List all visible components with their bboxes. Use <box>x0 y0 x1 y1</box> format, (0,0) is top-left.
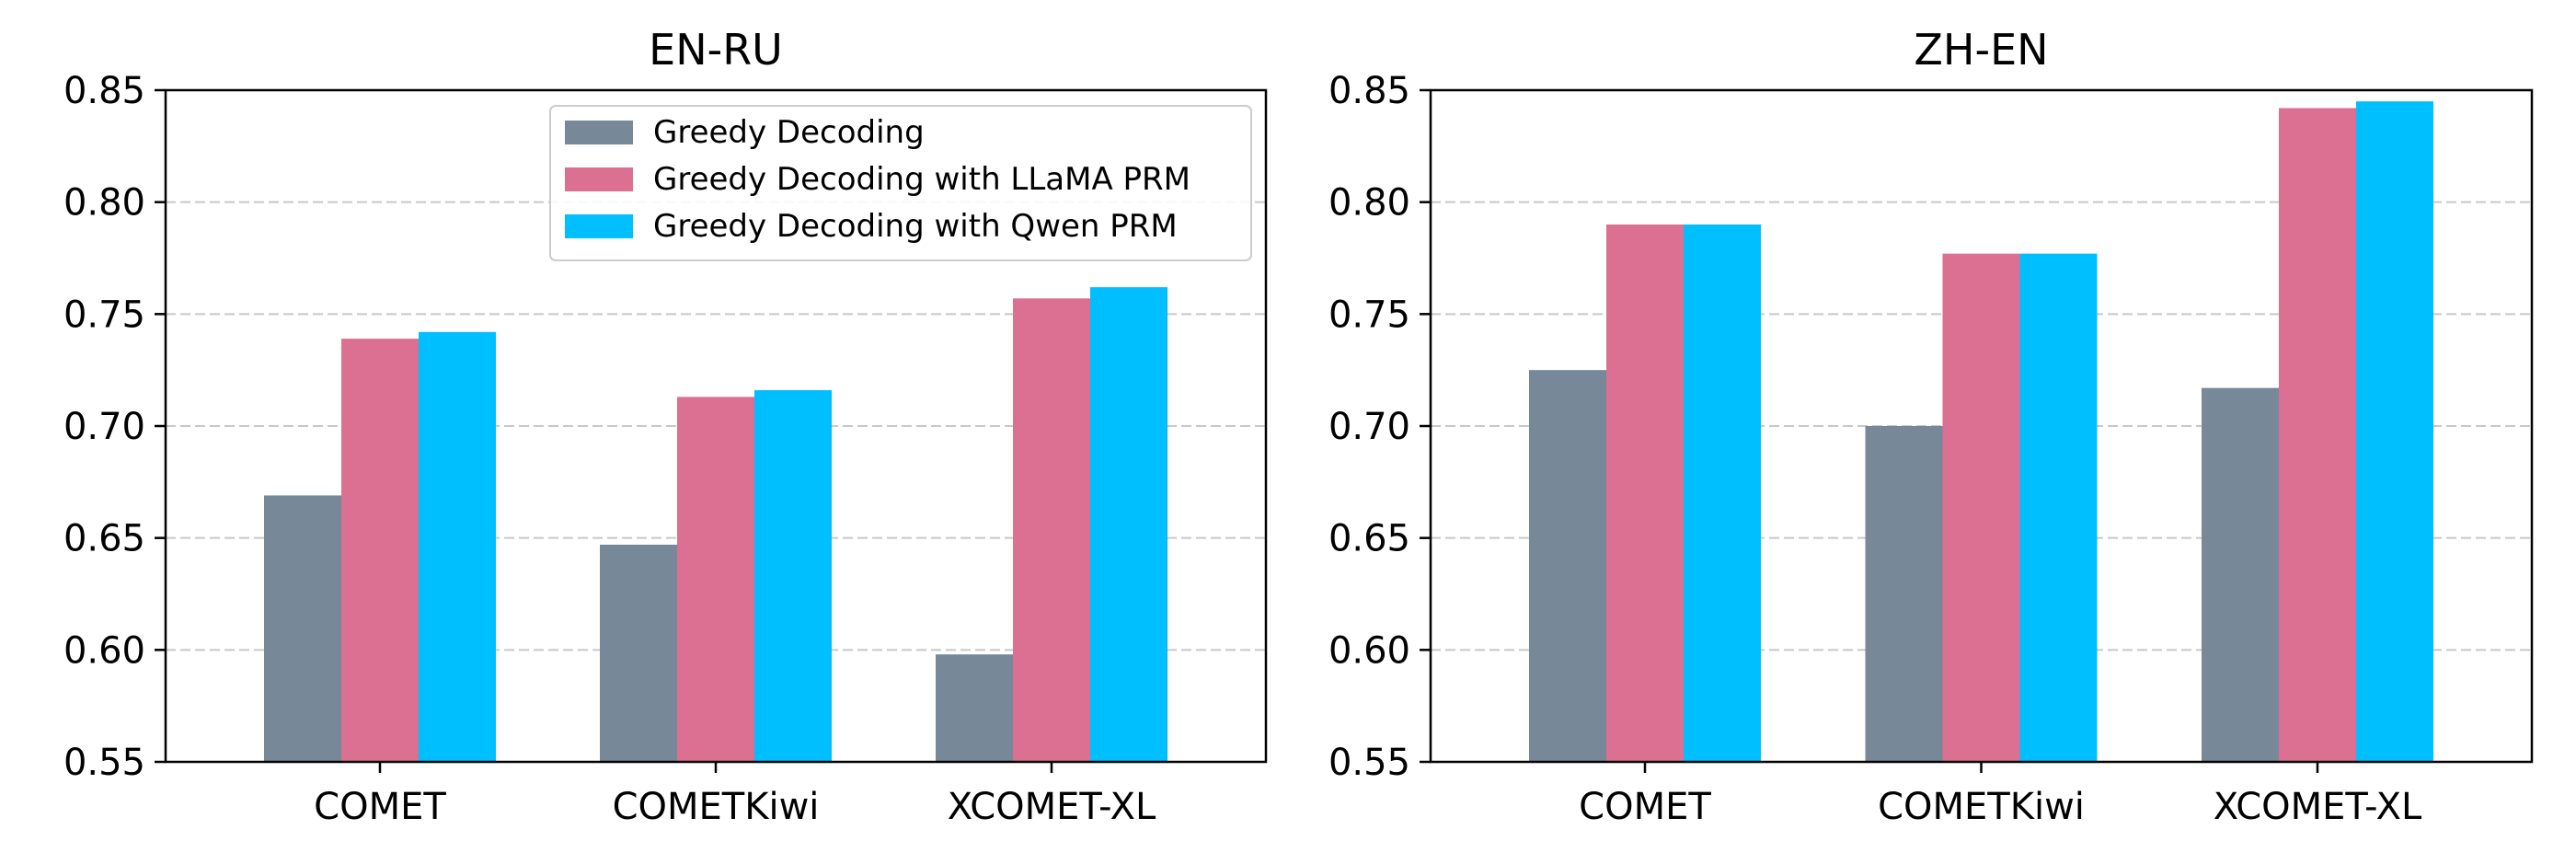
bar-1-cometkiwi <box>600 544 677 762</box>
x-tick-label: XCOMET-XL <box>948 786 1156 828</box>
legend: Greedy Decoding Greedy Decoding with LLaM… <box>549 105 1252 261</box>
bar-1-cometkiwi <box>1865 426 1943 762</box>
y-tick-label: 0.55 <box>63 742 145 784</box>
bar-2-comet <box>1606 225 1684 762</box>
chart-title: ZH-EN <box>1914 25 2048 75</box>
chart-title: EN-RU <box>649 25 783 75</box>
y-tick-label: 0.80 <box>1328 182 1410 225</box>
y-tick-label: 0.75 <box>63 294 145 336</box>
chart-panel-2: 0.55 0.60 0.65 0.70 0.75 0.80 0.85 COMET COMETKi… <box>1328 25 2534 828</box>
x-tick-label: COMETKiwi <box>613 786 820 828</box>
bar-1-xcomet-xl <box>2202 387 2279 762</box>
legend-swatch <box>565 121 633 144</box>
bar-1-xcomet-xl <box>936 654 1013 762</box>
x-tick-label: COMETKiwi <box>1878 786 2085 828</box>
y-tick-label: 0.75 <box>1328 294 1410 336</box>
bar-3-comet <box>419 331 496 762</box>
bar-2-xcomet-xl <box>2279 108 2356 762</box>
x-tick-label: XCOMET-XL <box>2214 786 2422 828</box>
x-tick-label: COMET <box>1579 786 1711 828</box>
y-tick-label: 0.85 <box>1328 70 1410 112</box>
y-tick-label: 0.60 <box>63 629 145 672</box>
x-tick-label: COMET <box>314 786 446 828</box>
bar-3-xcomet-xl <box>2356 101 2433 762</box>
bar-3-cometkiwi <box>754 390 832 762</box>
y-tick-label: 0.70 <box>1328 406 1410 448</box>
chart-panel-1: 0.55 0.60 0.65 0.70 0.75 0.80 0.85 COMET COMETKi… <box>63 25 1268 828</box>
bar-1-comet <box>264 495 341 762</box>
bar-3-comet <box>1684 225 1761 762</box>
y-tick-label: 0.65 <box>63 518 145 560</box>
legend-swatch <box>565 167 633 191</box>
bar-2-cometkiwi <box>1942 253 2020 763</box>
y-tick-label: 0.80 <box>63 182 145 225</box>
y-tick-label: 0.60 <box>1328 629 1410 672</box>
bar-2-cometkiwi <box>677 397 754 762</box>
y-tick-label: 0.55 <box>1328 742 1410 784</box>
bar-3-cometkiwi <box>2019 253 2098 763</box>
legend-label: Greedy Decoding <box>653 114 925 151</box>
bar-1-comet <box>1529 370 1606 762</box>
bar-2-comet <box>341 339 419 762</box>
y-tick-label: 0.65 <box>1328 518 1410 560</box>
bar-3-xcomet-xl <box>1090 287 1167 763</box>
y-tick-label: 0.70 <box>63 406 145 448</box>
legend-label: Greedy Decoding with Qwen PRM <box>653 208 1178 245</box>
legend-label: Greedy Decoding with LLaMA PRM <box>653 161 1190 198</box>
y-tick-label: 0.85 <box>63 70 145 112</box>
legend-frame <box>549 105 1252 261</box>
legend-swatch <box>565 214 633 238</box>
bar-2-xcomet-xl <box>1013 298 1090 762</box>
